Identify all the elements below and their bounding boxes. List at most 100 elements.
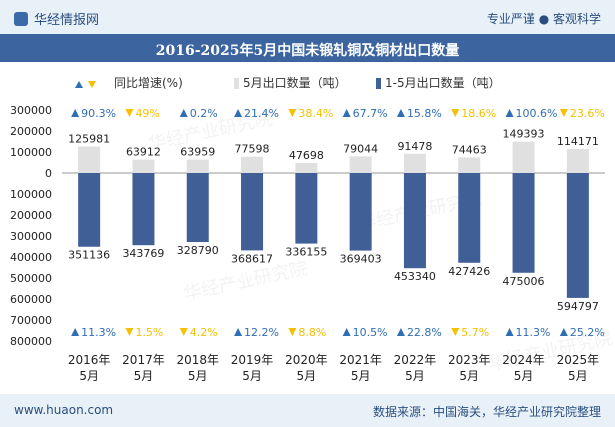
ytd-growth-9: 25.2% <box>570 326 605 339</box>
ytd-up-icon-3 <box>234 328 243 336</box>
chart-title: 2016-2025年5月中国未锻轧铜及铜材出口数量 <box>155 43 460 59</box>
category-month-3: 5月 <box>242 369 262 383</box>
bar-may-7 <box>458 157 481 173</box>
header-bar: 华经情报网 专业严谨 ● 客观科学 <box>0 0 615 34</box>
ytd-growth-4: 8.8% <box>298 326 326 339</box>
footer-bar: www.huaon.com 数据来源：中国海关，华经产业研究院整理 <box>0 394 615 427</box>
legend-ytd-label: 1-5月出口数量（吨） <box>385 75 501 90</box>
ytd-growth-5: 10.5% <box>353 326 388 339</box>
label-may-7: 74463 <box>452 143 487 156</box>
may-growth-3: 21.4% <box>244 107 279 120</box>
label-ytd-8: 475006 <box>503 275 545 288</box>
bar-ytd-5 <box>349 173 372 251</box>
label-ytd-3: 368617 <box>231 252 273 265</box>
category-year-4: 2020年 <box>285 353 328 367</box>
title-bar: 2016-2025年5月中国未锻轧铜及铜材出口数量 <box>0 34 615 62</box>
label-may-8: 149393 <box>503 128 545 141</box>
y-tick-2: 100000 <box>10 146 52 159</box>
bar-may-3 <box>241 156 264 173</box>
ytd-growth-8: 11.3% <box>516 326 551 339</box>
y-tick-3: 0 <box>45 167 52 180</box>
y-tick-5: 200000 <box>10 209 52 222</box>
may-growth-9: 23.6% <box>570 107 605 120</box>
bar-ytd-4 <box>295 173 318 244</box>
may-growth-7: 18.6% <box>461 107 496 120</box>
tagline: 专业严谨 ● 客观科学 <box>486 12 601 26</box>
label-may-3: 77598 <box>235 143 270 156</box>
category-month-4: 5月 <box>297 369 317 383</box>
website: www.huaon.com <box>14 403 114 417</box>
may-growth-5: 67.7% <box>353 107 388 120</box>
legend-may-label: 5月出口数量（吨） <box>243 75 347 90</box>
legend-down-triangle-icon <box>88 81 96 88</box>
label-may-1: 63912 <box>126 146 161 159</box>
bar-may-8 <box>512 141 535 173</box>
ytd-up-icon-0 <box>71 328 80 336</box>
label-ytd-2: 328790 <box>177 244 219 257</box>
label-ytd-1: 343769 <box>122 247 164 260</box>
label-may-2: 63959 <box>180 146 215 159</box>
category-month-8: 5月 <box>514 369 534 383</box>
may-growth-1: 49% <box>135 107 159 120</box>
bar-may-1 <box>132 159 155 173</box>
category-year-0: 2016年 <box>68 353 111 367</box>
category-month-0: 5月 <box>79 369 99 383</box>
may-up-icon-3 <box>234 109 243 117</box>
bar-ytd-0 <box>78 173 101 247</box>
label-ytd-5: 369403 <box>340 253 382 266</box>
may-growth-8: 100.6% <box>516 107 558 120</box>
y-tick-11: 800000 <box>10 335 52 348</box>
legend-up-triangle-icon <box>75 81 83 88</box>
category-year-1: 2017年 <box>122 353 165 367</box>
y-tick-4: 100000 <box>10 188 52 201</box>
ytd-up-icon-8 <box>505 328 514 336</box>
category-year-2: 2018年 <box>176 353 219 367</box>
bar-may-2 <box>186 159 209 173</box>
brand-logo-icon <box>14 12 28 26</box>
ytd-down-icon-4 <box>288 328 297 336</box>
ytd-down-icon-2 <box>179 328 188 336</box>
may-up-icon-0 <box>71 109 80 117</box>
bar-ytd-8 <box>512 173 535 273</box>
category-year-5: 2021年 <box>339 353 382 367</box>
category-month-5: 5月 <box>351 369 371 383</box>
legend-may-swatch <box>234 78 239 89</box>
y-tick-10: 700000 <box>10 314 52 327</box>
y-tick-6: 300000 <box>10 230 52 243</box>
y-tick-1: 200000 <box>10 125 52 138</box>
may-down-icon-1 <box>125 109 134 117</box>
bar-may-9 <box>566 149 589 173</box>
category-month-1: 5月 <box>134 369 154 383</box>
y-tick-9: 600000 <box>10 293 52 306</box>
label-may-9: 114171 <box>557 135 599 148</box>
bar-may-4 <box>295 162 318 173</box>
label-ytd-7: 427426 <box>448 265 490 278</box>
bar-may-5 <box>349 156 372 173</box>
may-down-icon-7 <box>451 109 460 117</box>
legend-ytd-swatch <box>376 78 381 89</box>
label-ytd-0: 351136 <box>68 249 110 262</box>
may-growth-6: 15.8% <box>407 107 442 120</box>
ytd-down-icon-7 <box>451 328 460 336</box>
may-down-icon-9 <box>559 109 568 117</box>
label-ytd-6: 453340 <box>394 270 436 283</box>
ytd-down-icon-1 <box>125 328 134 336</box>
bar-may-0 <box>78 146 101 173</box>
category-month-7: 5月 <box>459 369 479 383</box>
category-month-9: 5月 <box>568 369 588 383</box>
category-year-6: 2022年 <box>394 353 437 367</box>
label-may-0: 125981 <box>68 133 110 146</box>
ytd-growth-7: 5.7% <box>461 326 489 339</box>
ytd-up-icon-9 <box>559 328 568 336</box>
bar-ytd-6 <box>403 173 426 269</box>
label-ytd-4: 336155 <box>285 246 327 259</box>
may-growth-2: 0.2% <box>190 107 218 120</box>
label-may-6: 91478 <box>397 140 432 153</box>
bar-ytd-7 <box>458 173 481 263</box>
may-growth-4: 38.4% <box>298 107 333 120</box>
category-year-8: 2024年 <box>502 353 545 367</box>
ytd-up-icon-5 <box>342 328 351 336</box>
may-growth-0: 90.3% <box>81 107 116 120</box>
may-up-icon-6 <box>396 109 405 117</box>
